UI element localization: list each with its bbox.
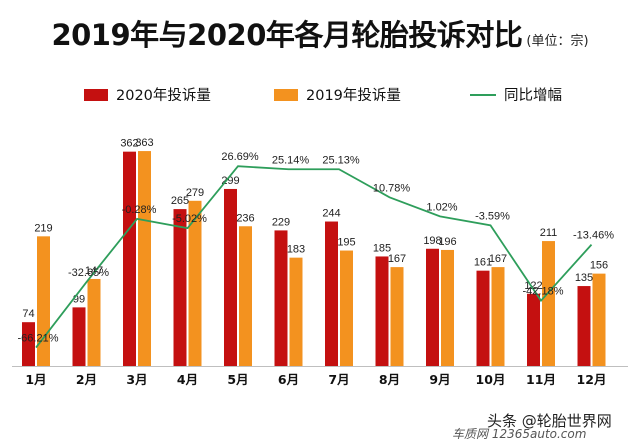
- value-label-2020: 161: [474, 257, 492, 269]
- value-label-2019: 167: [489, 253, 507, 265]
- x-tick-label: 2月: [76, 372, 97, 387]
- yoy-label: 26.69%: [221, 151, 259, 163]
- x-tick-label: 12月: [577, 372, 607, 387]
- bar-2020: [274, 230, 288, 366]
- bar-2020: [72, 307, 86, 366]
- chart-title: 2019年与2020年各月轮胎投诉对比: [51, 18, 523, 52]
- bar-2019: [138, 151, 151, 366]
- x-tick-label: 10月: [476, 372, 506, 387]
- bar-2020: [426, 248, 439, 366]
- yoy-label: -0.28%: [122, 204, 157, 216]
- bar-2019: [340, 250, 353, 366]
- value-label-2020: 198: [423, 235, 441, 247]
- watermark-toutiao: 头条 @轮胎世界网: [487, 412, 612, 430]
- value-label-2020: 299: [221, 175, 239, 187]
- value-label-2020: 185: [373, 242, 391, 254]
- bar-2019: [289, 257, 303, 366]
- yoy-label: -32.65%: [68, 267, 109, 279]
- value-label-2020: 135: [575, 272, 593, 284]
- bar-2020: [173, 209, 187, 366]
- yoy-label: 25.14%: [272, 154, 310, 166]
- value-label-2020: 74: [22, 308, 34, 320]
- value-label-2019: 196: [438, 236, 456, 248]
- value-label-2019: 195: [337, 237, 355, 249]
- value-label-2019: 156: [590, 260, 608, 272]
- x-tick-label: 4月: [177, 372, 198, 387]
- legend-item-yoy: 同比增幅: [470, 84, 562, 105]
- bar-2019: [239, 226, 252, 366]
- x-tick-label: 1月: [25, 372, 46, 387]
- value-label-2019: 219: [34, 222, 52, 234]
- bar-2020: [22, 322, 35, 366]
- legend-label-2020: 2020年投诉量: [116, 88, 211, 104]
- legend: 2020年投诉量 2019年投诉量 同比增幅: [0, 84, 640, 106]
- value-label-2020: 265: [171, 195, 189, 207]
- bar-2019: [542, 241, 555, 366]
- unit-label: (单位：宗): [526, 34, 589, 49]
- legend-item-2020: 2020年投诉量: [84, 84, 211, 105]
- value-label-2020: 362: [120, 138, 138, 150]
- bar-2020: [224, 188, 237, 366]
- value-label-2020: 244: [322, 208, 340, 220]
- bar-2019: [37, 236, 50, 366]
- bar-2020: [325, 221, 338, 366]
- yoy-label: -5.02%: [172, 213, 207, 225]
- bar-2020: [577, 286, 591, 366]
- x-tick-label: 5月: [227, 372, 248, 387]
- yoy-label: 25.13%: [322, 154, 360, 166]
- bar-2019: [188, 200, 202, 366]
- value-label-2020: 99: [73, 293, 85, 305]
- bar-2019: [87, 278, 101, 366]
- yoy-label: -13.46%: [573, 230, 614, 242]
- x-tick-label: 11月: [526, 372, 556, 387]
- bar-2019: [441, 249, 454, 366]
- legend-label-yoy: 同比增幅: [504, 88, 562, 104]
- x-tick-label: 3月: [126, 372, 147, 387]
- legend-swatch-2019: [274, 88, 298, 101]
- bar-2020: [476, 270, 490, 366]
- bar-2020: [123, 151, 136, 366]
- watermark-12365auto: 车质网 12365auto.com: [452, 427, 587, 441]
- legend-line-yoy: [470, 93, 496, 96]
- yoy-label: -42.18%: [523, 286, 564, 298]
- yoy-label: -3.59%: [475, 210, 510, 222]
- bar-2019: [390, 267, 404, 366]
- value-label-2019: 167: [388, 253, 406, 265]
- value-label-2019: 363: [135, 137, 153, 149]
- bar-2020: [375, 256, 389, 366]
- legend-item-2019: 2019年投诉量: [274, 84, 401, 105]
- x-tick-label: 6月: [278, 372, 299, 387]
- value-label-2020: 229: [272, 216, 290, 228]
- value-label-2019: 236: [236, 212, 254, 224]
- yoy-label: -66.21%: [18, 333, 59, 345]
- yoy-label: 10.78%: [373, 182, 411, 194]
- value-label-2019: 279: [186, 187, 204, 199]
- chart-title-block: 2019年与2020年各月轮胎投诉对比 (单位：宗): [0, 12, 640, 54]
- bar-2019: [592, 273, 606, 366]
- x-tick-label: 8月: [379, 372, 400, 387]
- bar-2019: [491, 267, 505, 366]
- value-label-2019: 211: [540, 227, 558, 239]
- legend-swatch-2020: [84, 88, 108, 101]
- x-tick-label: 7月: [328, 372, 349, 387]
- yoy-line: [35, 165, 593, 349]
- bar-2020: [527, 293, 540, 366]
- value-label-2019: 183: [287, 244, 305, 256]
- yoy-label: 1.02%: [426, 201, 457, 213]
- legend-label-2019: 2019年投诉量: [306, 88, 401, 104]
- x-tick-label: 9月: [429, 372, 450, 387]
